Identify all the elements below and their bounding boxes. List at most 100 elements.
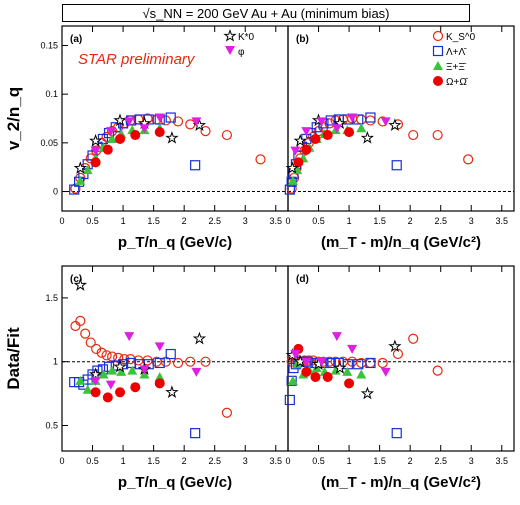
legend-label: φ xyxy=(238,47,245,58)
data-point xyxy=(325,115,336,126)
legend-marker xyxy=(433,61,443,70)
data-point xyxy=(105,380,116,390)
x-tick-label: 1.5 xyxy=(147,456,160,466)
data-point xyxy=(310,372,321,382)
data-point xyxy=(98,369,109,379)
data-point xyxy=(342,366,353,376)
data-point xyxy=(322,372,333,382)
data-point xyxy=(172,116,184,127)
data-point xyxy=(301,357,312,367)
data-point xyxy=(292,359,303,369)
data-point xyxy=(113,113,127,127)
data-point xyxy=(356,123,367,133)
x-tick-label: 3.5 xyxy=(270,456,283,466)
data-point xyxy=(388,339,402,353)
data-point xyxy=(365,357,376,369)
data-point xyxy=(293,157,304,168)
legend-label: K_S^0 xyxy=(446,32,476,43)
x-tick-label: 2.5 xyxy=(208,456,221,466)
data-point xyxy=(463,154,474,165)
panel-c: 0 0.5 1 1.5 2 2.5 3 3.5 0.5 1 1.5 (c) p_T/n_q (GeV/c… xyxy=(4,265,289,491)
data-point xyxy=(331,332,342,342)
legend-label: Ω+Ω̄ xyxy=(446,77,469,88)
data-point xyxy=(221,129,233,141)
data-point xyxy=(102,144,113,155)
data-point xyxy=(391,428,402,439)
data-point xyxy=(119,354,130,365)
data-point xyxy=(347,113,358,123)
data-point xyxy=(284,184,295,195)
data-point xyxy=(102,392,113,403)
x-tick-label: 3.5 xyxy=(496,456,509,466)
data-point xyxy=(333,361,347,374)
x-tick-label: 0.5 xyxy=(86,216,99,226)
data-point xyxy=(191,117,202,127)
data-point xyxy=(107,365,118,375)
data-point xyxy=(105,127,116,137)
data-point xyxy=(75,315,86,326)
data-point xyxy=(331,124,342,134)
data-point xyxy=(408,129,419,141)
data-point xyxy=(185,119,196,130)
x-tick-label: 2 xyxy=(408,216,413,226)
data-point xyxy=(85,337,96,348)
data-point xyxy=(353,359,364,370)
data-point xyxy=(316,357,327,367)
data-point xyxy=(70,320,81,332)
data-point xyxy=(130,382,141,393)
data-point xyxy=(200,126,211,137)
x-tick-label: 3.5 xyxy=(496,216,509,226)
data-point xyxy=(80,328,91,339)
x-tick-label: 0 xyxy=(59,216,64,226)
data-point xyxy=(96,347,107,358)
legend-label: K*0 xyxy=(238,32,255,43)
legend-marker xyxy=(225,46,235,55)
data-point xyxy=(286,375,297,386)
data-point xyxy=(154,372,165,381)
x-tick-label: 2.5 xyxy=(434,456,447,466)
data-point xyxy=(185,356,196,367)
data-point xyxy=(356,114,367,125)
data-point xyxy=(287,175,298,185)
data-point xyxy=(356,369,367,379)
y-tick-label: 0.05 xyxy=(40,138,58,148)
data-point xyxy=(75,375,86,385)
data-point xyxy=(391,160,402,171)
x-tick-label: 1.5 xyxy=(147,216,160,226)
data-point xyxy=(165,385,179,399)
panel-label: (b) xyxy=(296,34,309,45)
x-tick-label: 3 xyxy=(243,216,248,226)
x-tick-label: 2.5 xyxy=(208,216,221,226)
data-point xyxy=(360,386,375,400)
data-point xyxy=(325,357,336,369)
data-point xyxy=(365,112,376,123)
data-point xyxy=(432,365,443,376)
data-point xyxy=(154,127,165,138)
y-tick-label: 0.5 xyxy=(45,420,58,430)
data-point xyxy=(365,115,376,126)
x-tick-label: 1 xyxy=(121,456,126,466)
x-tick-label: 0 xyxy=(285,456,290,466)
x-axis-label: p_T/n_q (GeV/c) xyxy=(118,234,232,251)
y-tick-label: 0.1 xyxy=(45,89,58,99)
legend-label: Ξ+Ξ̄ xyxy=(446,62,467,73)
panel-label: (a) xyxy=(70,34,82,45)
data-point xyxy=(347,344,358,354)
data-point xyxy=(125,354,136,365)
legend-marker xyxy=(223,28,237,42)
data-point xyxy=(172,357,184,369)
data-point xyxy=(124,117,135,127)
data-point xyxy=(139,124,150,134)
data-point xyxy=(190,160,201,171)
legend-marker xyxy=(433,76,443,86)
x-tick-label: 0 xyxy=(285,216,290,226)
x-tick-label: 0.5 xyxy=(312,456,325,466)
data-point xyxy=(287,375,298,385)
data-point xyxy=(316,117,327,127)
x-axis-label: p_T/n_q (GeV/c) xyxy=(118,474,232,491)
x-axis-label: (m_T - m)/n_q (GeV/c²) xyxy=(321,234,481,251)
y-tick-label: 0 xyxy=(53,187,58,197)
data-point xyxy=(165,112,176,123)
data-point xyxy=(154,357,165,369)
